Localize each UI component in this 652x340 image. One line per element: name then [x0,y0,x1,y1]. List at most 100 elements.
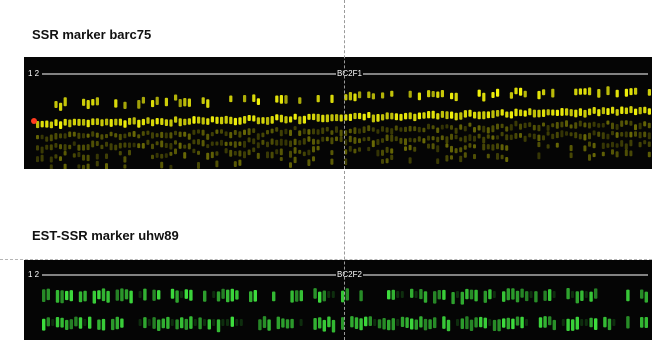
gel-band [571,319,575,331]
gel-band [509,111,513,119]
gel-band-faint [381,149,384,156]
gel-band-faint [49,144,53,151]
gel-band-faint [270,151,274,159]
gel-band-faint [160,153,164,159]
gel-band-faint [569,152,573,159]
gel-band [335,114,339,122]
gel-band-faint [569,145,573,152]
gel-band [256,98,260,105]
gel-band [431,110,435,119]
gel-band-faint [307,136,311,142]
gel-band-faint [555,122,559,129]
gel-band [123,101,127,109]
gel-band-faint [59,156,62,161]
gel-band [423,318,428,331]
gel-band [272,291,276,302]
gel-band [151,100,155,108]
gel-band [63,97,67,107]
gel-band-faint [592,121,596,127]
gel-band-faint [413,138,417,143]
gel-band [437,290,441,300]
gel-band-faint [72,141,76,146]
gel-band [551,109,555,116]
gel-band [506,317,510,330]
gel-band-faint [193,319,197,326]
gel-band-faint [491,135,495,140]
gel-band [298,97,302,104]
gel-band [174,116,178,123]
gel-band-faint [445,155,449,162]
gel-band-faint [229,141,233,146]
gel-band-faint [123,164,127,169]
gel-band [298,116,302,125]
gel-band-faint [496,135,499,140]
gel-band [492,319,497,331]
gel-band [482,111,486,120]
gel-band-faint [445,143,449,148]
gel-band-faint [155,141,159,146]
gel-band [322,319,326,332]
gel-band [174,94,178,101]
gel-band [460,318,464,329]
gel-band-faint [477,133,481,139]
gel-band-faint [95,141,99,146]
gel-band-faint [82,164,85,169]
gel-band [569,109,573,117]
gel-band-faint [491,125,495,133]
gel-band-faint [141,143,145,149]
gel-band [367,91,371,99]
gel-band-faint [293,147,297,154]
gel-band [249,291,253,303]
gel-band-faint [289,150,292,158]
gel-band [511,318,515,330]
gel-band-faint [169,151,173,156]
gel-band-faint [396,319,400,326]
gel-band [120,288,124,302]
gel-band [542,109,546,117]
gel-band-faint [611,122,614,130]
gel-band-faint [629,139,633,147]
gel-band-faint [221,319,225,326]
gel-band-faint [197,129,200,134]
gel-band-faint [348,145,352,152]
gel-band [109,119,113,127]
gel-band-faint [95,153,99,160]
gel-band [83,290,87,302]
gel-band-faint [91,131,95,137]
gel-band [597,109,601,117]
gel-band-faint [592,153,596,158]
gel-band-faint [615,143,619,148]
gel-band-faint [473,144,476,149]
gel-band [423,291,428,303]
gel-band [169,119,173,127]
gel-band [267,319,271,331]
gel-band-faint [647,132,651,140]
gel-band-faint [367,125,371,132]
gel-band-faint [183,131,187,137]
gel-band-faint [456,291,459,298]
gel-band [198,317,202,330]
gel-band-faint [164,142,168,148]
gel-band [427,111,431,119]
gel-band-faint [537,134,541,142]
gel-band [233,117,237,126]
gel-band-faint [36,135,39,140]
gel-band [348,113,352,121]
gel-band-faint [523,135,527,142]
gel-band-faint [454,148,458,154]
gel-band-faint [72,131,76,137]
gel-band [371,93,375,100]
gel-band [491,92,495,98]
gel-band [542,89,546,96]
gel-band [575,316,579,330]
gel-band-faint [348,128,352,134]
gel-band-faint [316,145,320,151]
gel-band-faint [331,291,335,298]
gel-band-faint [459,155,463,163]
gel-band-faint [100,144,104,150]
gel-band [626,289,630,302]
gel-band-faint [647,141,651,147]
gel-band-faint [463,135,467,143]
lane-number-label: 1 2 [27,69,41,79]
gel-band-faint [436,145,440,153]
